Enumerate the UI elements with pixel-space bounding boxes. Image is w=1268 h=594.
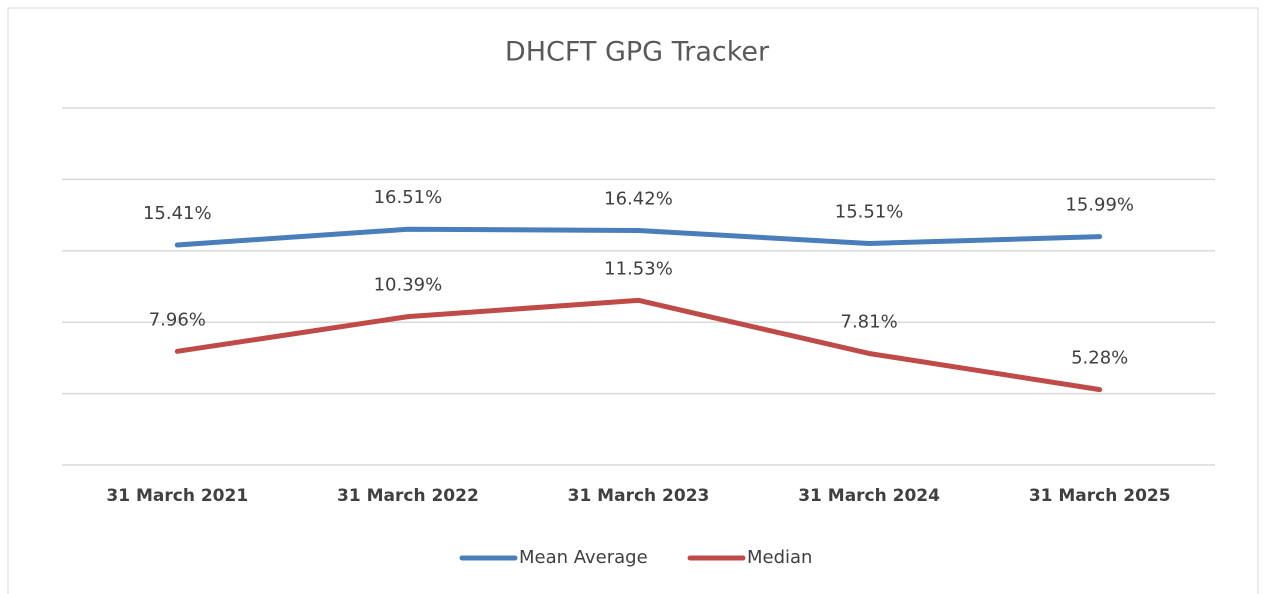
data-label: 15.51%: [835, 202, 904, 223]
x-tick-label: 31 March 2021: [106, 486, 248, 506]
line-series: [174, 226, 1103, 248]
data-label: 15.99%: [1065, 195, 1134, 216]
x-tick-label: 31 March 2024: [798, 486, 940, 506]
legend-label: Median: [747, 547, 812, 568]
data-label: 15.41%: [143, 203, 212, 224]
legend-label: Mean Average: [519, 547, 648, 568]
x-tick-label: 31 March 2025: [1029, 486, 1171, 506]
data-label: 16.51%: [374, 187, 443, 208]
data-label: 7.81%: [841, 311, 898, 332]
line-series: [174, 297, 1103, 393]
data-label: 16.42%: [604, 189, 673, 210]
data-label: 5.28%: [1071, 348, 1128, 369]
data-label: 10.39%: [374, 275, 443, 296]
chart-title: DHCFT GPG Tracker: [505, 37, 770, 68]
x-tick-label: 31 March 2022: [337, 486, 479, 506]
x-tick-label: 31 March 2023: [568, 486, 710, 506]
data-label: 7.96%: [149, 309, 206, 330]
data-label: 11.53%: [604, 258, 673, 279]
